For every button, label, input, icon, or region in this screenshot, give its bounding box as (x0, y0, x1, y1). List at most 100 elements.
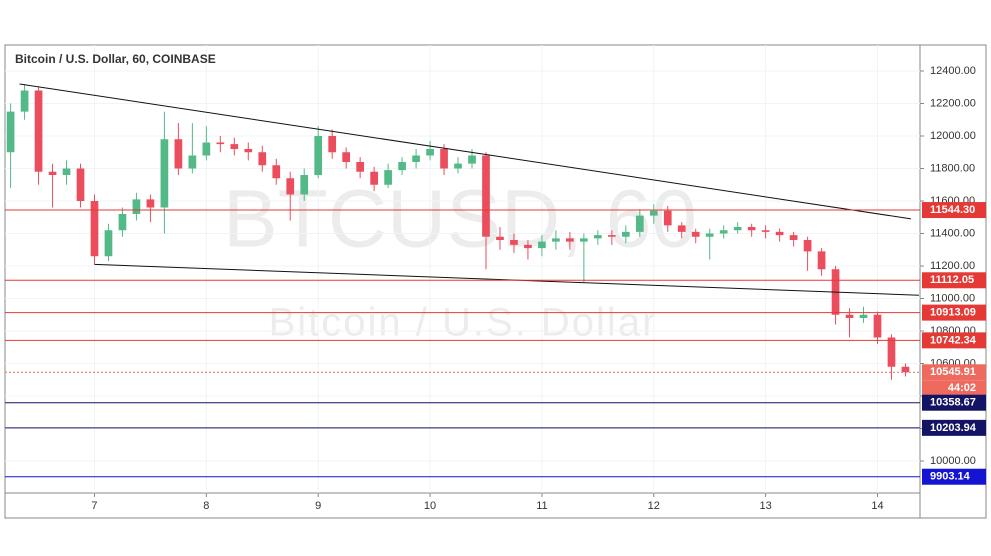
candle-body (887, 337, 896, 367)
candle-body (6, 111, 15, 153)
watermark-subtitle: Bitcoin / U.S. Dollar (269, 301, 658, 345)
candle-body (440, 148, 448, 169)
y-tick-label: 11800.00 (930, 162, 975, 174)
level-label: 9903.14 (930, 471, 971, 483)
candle-body (272, 165, 281, 179)
candle-body (76, 168, 85, 201)
candle-body (496, 236, 504, 240)
candle-body (845, 314, 854, 318)
candle-body (244, 148, 253, 153)
candle-body (817, 251, 826, 270)
candle-body (901, 366, 910, 373)
candle-body (160, 139, 169, 208)
candle-body (649, 210, 658, 216)
candle-body (342, 152, 351, 162)
level-label: 11544.30 (930, 204, 975, 216)
candle-body (384, 170, 392, 185)
candle-body (761, 230, 770, 232)
candle-body (62, 168, 71, 175)
y-tick-label: 12400.00 (930, 65, 976, 77)
candle-body (174, 139, 183, 169)
candle-body (705, 233, 714, 237)
level-label-box (922, 364, 986, 381)
candle-body (747, 226, 756, 231)
level-label: 10358.67 (930, 397, 976, 409)
chart-title: Bitcoin / U.S. Dollar, 60, COINBASE (15, 52, 216, 66)
candle-body (454, 163, 462, 169)
candle-body (510, 239, 518, 245)
candle-body (202, 142, 211, 156)
candle-body (48, 171, 57, 175)
candle-body (691, 231, 700, 237)
candle-body (482, 155, 490, 237)
x-tick-label: 7 (91, 500, 97, 512)
candle-body (258, 152, 267, 166)
candle-body (594, 235, 602, 239)
level-label-box (922, 468, 986, 485)
candle-body (314, 135, 323, 175)
candle-body (663, 210, 672, 226)
candle-body (580, 238, 588, 242)
candle-body (356, 161, 364, 172)
candle-body (118, 213, 127, 231)
y-tick-label: 12200.00 (930, 97, 976, 109)
x-tick-label: 9 (315, 500, 321, 512)
candle-body (789, 235, 798, 240)
frame (4, 44, 987, 519)
level-label: 10203.94 (930, 422, 977, 434)
candle-body (132, 199, 141, 214)
candle-body (34, 90, 43, 172)
x-tick-label: 12 (648, 500, 660, 512)
candle-body (859, 314, 868, 318)
candle-body (552, 238, 560, 242)
y-tick-label: 10000.00 (930, 455, 976, 467)
level-label: 10742.34 (930, 334, 977, 346)
candle-body (733, 226, 742, 231)
plot (5, 45, 920, 493)
candle-body (90, 200, 99, 257)
level-label-box (922, 272, 986, 289)
candle-body (873, 314, 882, 338)
x-tick-label: 11 (536, 500, 547, 512)
countdown: 44:02 (948, 382, 976, 394)
level-label-box (922, 304, 986, 321)
candle-body (216, 142, 225, 145)
candle-body (370, 171, 378, 185)
candle-body (803, 239, 812, 252)
candle-body (621, 231, 630, 237)
level-label: 11112.05 (930, 274, 974, 286)
candle-body (524, 244, 532, 249)
level-label: 10545.91 (930, 366, 976, 378)
candle-body (328, 135, 337, 153)
candle-body (188, 155, 197, 169)
candle-body (538, 241, 546, 249)
candle-body (775, 231, 784, 236)
candle-body (635, 215, 644, 232)
candle-body (677, 225, 686, 232)
candle-body (104, 230, 113, 257)
candle-body (230, 144, 239, 149)
candle-body (412, 155, 420, 162)
candle-body (719, 230, 728, 234)
x-tick-label: 10 (424, 500, 436, 512)
candle-body (607, 235, 616, 237)
candle-body (286, 178, 295, 195)
candle-body (300, 174, 309, 195)
level-label: 10913.09 (930, 307, 976, 319)
level-label-box (922, 202, 986, 219)
y-tick-label: 11200.00 (930, 260, 975, 272)
x-tick-label: 8 (203, 500, 209, 512)
y-tick-label: 11400.00 (930, 227, 975, 239)
level-label-box (922, 419, 986, 436)
x-tick-label: 13 (760, 500, 772, 512)
countdown-box (922, 380, 986, 397)
y-tick-label: 11000.00 (930, 292, 975, 304)
candle-body (398, 161, 406, 171)
x-tick-label: 14 (871, 500, 883, 512)
candle-body (566, 238, 574, 242)
candle-body (468, 155, 476, 164)
candle-body (426, 148, 434, 156)
watermark: BTCUSD, 60 (223, 174, 697, 265)
